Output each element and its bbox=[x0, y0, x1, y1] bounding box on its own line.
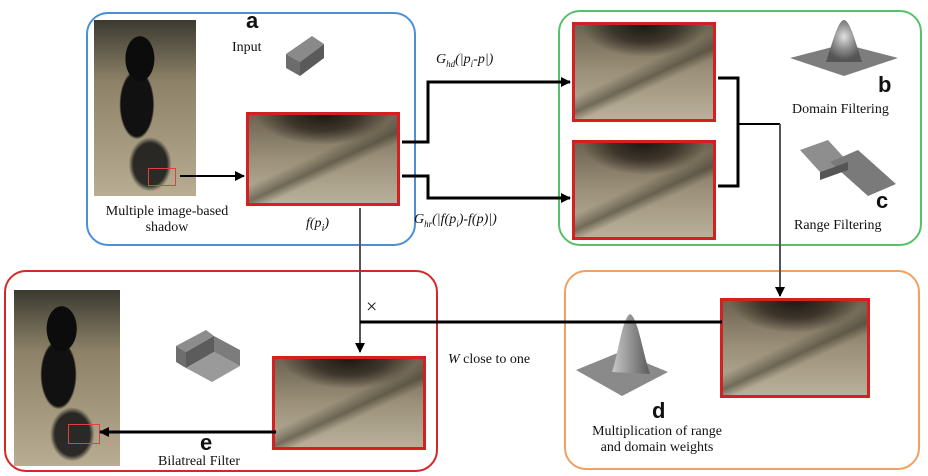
multiplication-caption-line1: Multiplication of range bbox=[592, 424, 722, 439]
output-patch-thumbnail bbox=[272, 356, 426, 450]
input-shadow-photo bbox=[94, 20, 196, 196]
range-kernel-label: Ghr(|f(pi)-f(p)|) bbox=[414, 212, 497, 229]
domain-kernel-g: G bbox=[436, 52, 447, 67]
bilateral-filter-panel bbox=[4, 270, 438, 472]
multiplication-caption-line2: and domain weights bbox=[600, 440, 714, 455]
panel-a-letter: a bbox=[246, 8, 259, 33]
bilateral-filter-caption: Bilatreal Filter bbox=[158, 454, 241, 469]
weight-label-rest: close to one bbox=[459, 352, 531, 367]
input-region-marker bbox=[148, 168, 176, 186]
range-filtered-thumbnail bbox=[572, 140, 716, 240]
panel-d-letter: d bbox=[652, 398, 666, 423]
domain-filtered-thumbnail bbox=[572, 22, 716, 122]
multiplication-caption: Multiplication of range and domain weigh… bbox=[566, 424, 748, 456]
f-pi-label-close: ) bbox=[324, 216, 330, 231]
domain-kernel-expr: (|p bbox=[455, 52, 471, 67]
range-kernel-expr2: )-f(p)|) bbox=[458, 212, 497, 227]
multiplication-panel bbox=[564, 270, 920, 470]
range-kernel-g: G bbox=[414, 212, 425, 227]
input-caption: Multiple image-based shadow bbox=[88, 204, 246, 236]
f-pi-label: f(pi) bbox=[306, 216, 329, 234]
domain-kernel-label: Ghd(|pi-p|) bbox=[436, 52, 493, 69]
input-label: Input bbox=[232, 40, 262, 55]
input-panel bbox=[86, 12, 416, 246]
input-caption-line2: shadow bbox=[145, 220, 189, 235]
weight-label-w: W bbox=[448, 352, 460, 367]
input-patch-thumbnail bbox=[246, 112, 400, 206]
f-pi-label-text: f(p bbox=[306, 216, 322, 231]
range-kernel-expr: (|f(p bbox=[432, 212, 457, 227]
panel-c-letter: c bbox=[876, 188, 889, 213]
to-range-filter-arrow bbox=[402, 174, 571, 203]
domain-filtering-label: Domain Filtering bbox=[792, 102, 889, 117]
filtering-panel bbox=[558, 10, 922, 246]
f-pi-label-sub: i bbox=[321, 222, 325, 234]
to-domain-filter-arrow bbox=[402, 77, 571, 144]
multiply-symbol: × bbox=[366, 296, 378, 318]
domain-kernel-sub: hd bbox=[446, 58, 456, 69]
input-caption-line1: Multiple image-based bbox=[105, 204, 229, 219]
panel-b-letter: b bbox=[878, 72, 892, 97]
panel-e-letter: e bbox=[200, 430, 213, 455]
domain-kernel-expr2: -p|) bbox=[473, 52, 494, 67]
domain-merge-line bbox=[718, 76, 740, 188]
range-kernel-sub2: i bbox=[456, 218, 459, 229]
range-kernel-sub: hr bbox=[424, 218, 433, 229]
weighted-thumbnail bbox=[720, 298, 870, 398]
range-filtering-label: Range Filtering bbox=[794, 218, 882, 233]
domain-kernel-sub2: i bbox=[470, 58, 474, 69]
weight-label: W close to one bbox=[448, 352, 530, 368]
